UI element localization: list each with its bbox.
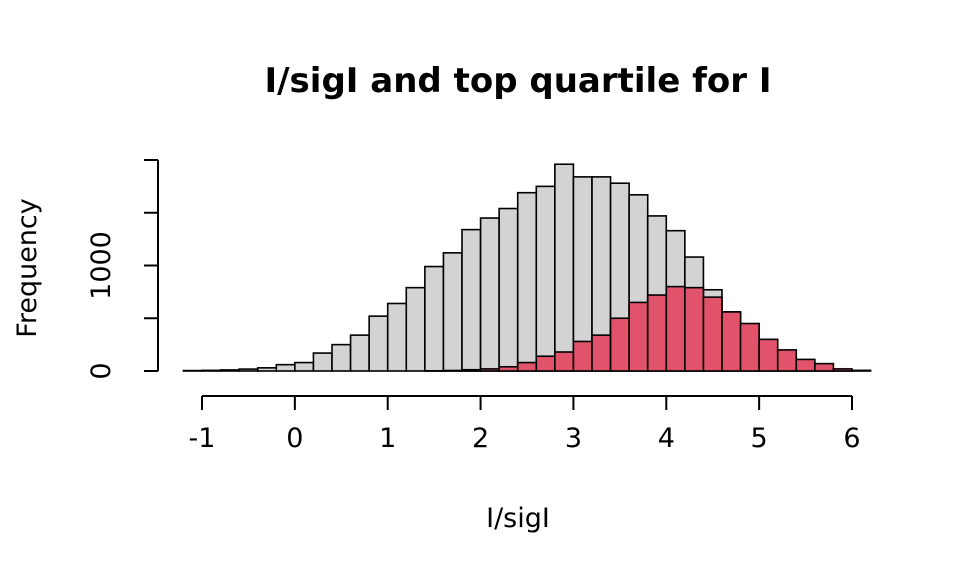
bar-series0-bin-20 bbox=[554, 163, 575, 372]
bar-series1-bin-34 bbox=[814, 362, 835, 372]
bar-series0-bin-11 bbox=[386, 302, 408, 372]
bar-series0-bin-13 bbox=[424, 265, 445, 372]
bar-series1-bin-18 bbox=[516, 361, 538, 372]
bar-series0-bin-2 bbox=[219, 369, 240, 372]
bar-series1-bin-22 bbox=[591, 334, 612, 372]
x-tick-label-5: 4 bbox=[658, 423, 675, 454]
bar-series1-bin-15 bbox=[461, 368, 482, 372]
x-tick-label-7: 6 bbox=[843, 423, 860, 454]
bar-series1-bin-25 bbox=[646, 294, 668, 372]
x-tick-label-6: 5 bbox=[751, 423, 768, 454]
bar-series0-bin-17 bbox=[498, 207, 519, 372]
bar-series1-bin-30 bbox=[739, 322, 760, 372]
bar-series1-bin-35 bbox=[832, 368, 853, 372]
bar-series1-bin-24 bbox=[628, 301, 649, 372]
bar-series1-bin-26 bbox=[665, 285, 686, 372]
bar-series1-bin-21 bbox=[572, 340, 593, 372]
bar-series1-bin-20 bbox=[554, 351, 575, 372]
y-axis: 0 1000 bbox=[86, 159, 159, 380]
chart-title: I/sigI and top quartile for I bbox=[264, 61, 771, 101]
bar-series0-bin-8 bbox=[331, 343, 352, 372]
bar-series0-bin-1 bbox=[201, 369, 222, 372]
bar-series0-bin-14 bbox=[442, 252, 463, 372]
bar-series1-bin-17 bbox=[498, 365, 519, 372]
bar-series1-bin-33 bbox=[795, 358, 816, 372]
bar-series1-bin-23 bbox=[609, 317, 630, 372]
bar-series1-bin-27 bbox=[684, 286, 705, 372]
bar-series0-bin-4 bbox=[256, 367, 278, 372]
bars-top-quartile bbox=[424, 285, 872, 372]
bar-series0-bin-5 bbox=[275, 363, 296, 372]
y-tick-label-1: 1000 bbox=[86, 231, 117, 300]
y-tick-label-0: 0 bbox=[86, 362, 117, 379]
x-tick-label-2: 1 bbox=[379, 423, 396, 454]
x-tick-label-3: 2 bbox=[472, 423, 489, 454]
x-axis-label: I/sigI bbox=[486, 503, 550, 534]
x-tick-label-4: 3 bbox=[565, 423, 582, 454]
bar-series1-bin-14 bbox=[442, 369, 463, 372]
x-axis: -1 0 1 2 3 4 5 6 bbox=[189, 395, 861, 454]
bar-series0-bin-6 bbox=[294, 361, 315, 372]
bar-series1-bin-16 bbox=[479, 368, 500, 372]
bar-series1-bin-28 bbox=[702, 296, 723, 372]
x-tick-label-1: 0 bbox=[286, 423, 303, 454]
bar-series0-bin-12 bbox=[405, 286, 426, 372]
bar-series0-bin-18 bbox=[516, 191, 538, 372]
bar-series0-bin-15 bbox=[461, 228, 482, 372]
bar-series1-bin-29 bbox=[721, 311, 742, 372]
bar-series1-bin-36 bbox=[851, 369, 872, 372]
bar-series0-bin-3 bbox=[238, 368, 259, 372]
bar-series0-bin-9 bbox=[349, 334, 370, 372]
bar-series0-bin-10 bbox=[368, 315, 389, 372]
bar-series1-bin-19 bbox=[535, 355, 556, 372]
bar-series0-bin-7 bbox=[312, 352, 333, 372]
bar-series1-bin-31 bbox=[758, 338, 779, 372]
bar-series1-bin-32 bbox=[776, 349, 798, 372]
x-tick-label-0: -1 bbox=[189, 423, 216, 454]
bar-series0-bin-19 bbox=[535, 185, 556, 372]
y-axis-label: Frequency bbox=[12, 198, 43, 338]
bar-series0-bin-16 bbox=[479, 217, 500, 372]
